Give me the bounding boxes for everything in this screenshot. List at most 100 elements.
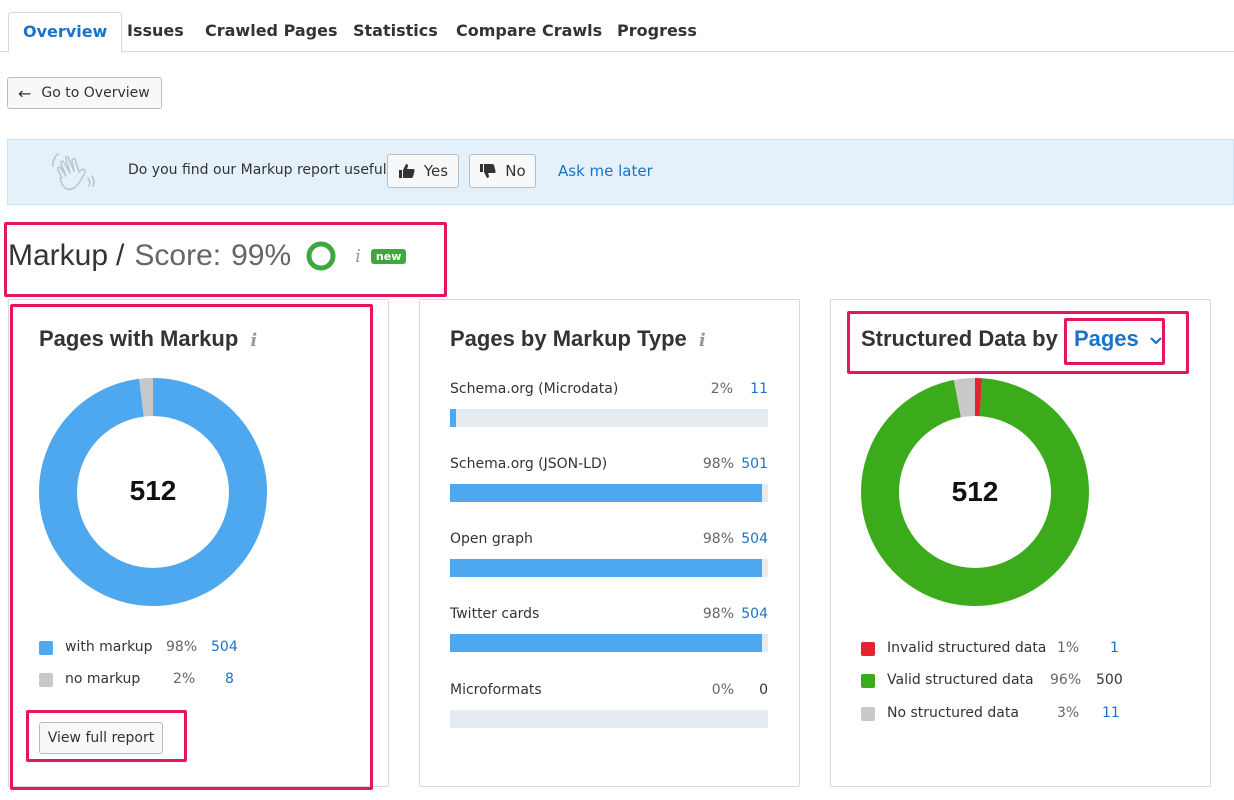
title-separator: / [116,239,125,272]
score-ring-icon [306,241,336,271]
legend-label: with markup [65,639,153,655]
legend-label: Valid structured data [887,672,1034,688]
pages-card-highlight [10,304,373,790]
bar-fill [450,484,762,502]
legend-pct: 1% [1057,640,1080,656]
legend-pct: 96% [1050,672,1082,688]
legend-no-markup: no markup 2% 8 [39,670,239,690]
bar-fill [450,559,762,577]
legend-count-link[interactable]: 504 [211,639,238,655]
go-to-overview-button[interactable]: ← Go to Overview [7,77,162,109]
markup-title: Markup [8,239,109,272]
tab-statistics[interactable]: Statistics [353,21,438,40]
markup-type-count-link[interactable]: 11 [750,381,768,397]
markup-type-name: Twitter cards [450,606,540,622]
card-title: Structured Data by Pages [861,326,1163,352]
markup-type-pct: 2% [710,381,733,397]
markup-type-pct: 98% [702,531,734,547]
info-icon[interactable]: i [355,245,361,267]
legend-count-link[interactable]: 11 [1102,705,1120,721]
score-highlight [4,222,447,297]
legend-label: no markup [65,671,141,687]
bar-track [450,559,768,577]
red-swatch [861,642,875,656]
markup-type-count-link[interactable]: 504 [741,606,768,622]
tab-compare-crawls[interactable]: Compare Crawls [456,21,603,40]
markup-type-count-link[interactable]: 501 [741,456,768,472]
legend-count-link[interactable]: 8 [225,671,234,687]
view-report-highlight [26,710,187,762]
gray-swatch [861,707,875,721]
pages-by-markup-type-title: Pages by Markup Type [450,326,687,351]
pages-with-markup-title: Pages with Markup [39,326,239,351]
bar-track [450,484,768,502]
structured-title-highlight [847,311,1189,374]
bar-fill [450,634,762,652]
waving-hand-icon [51,153,95,191]
info-icon[interactable]: i [250,330,258,351]
view-full-report-button[interactable]: View full report [39,722,163,754]
markup-type-name: Open graph [450,531,533,547]
legend-pct: 2% [173,671,196,687]
bar-track [450,634,768,652]
new-badge: new [370,248,407,264]
pages-dropdown[interactable]: Pages [1074,326,1163,351]
no-label: No [505,162,526,180]
structured-total: 512 [951,476,999,507]
legend-label: No structured data [887,705,1019,721]
thumbs-down-icon [480,164,496,178]
legend-count-link[interactable]: 1 [1110,640,1119,656]
gray-swatch [39,673,53,687]
pages-dropdown-highlight [1064,318,1165,365]
markup-type-name: Schema.org (Microdata) [450,381,619,397]
legend-pct: 98% [166,639,198,655]
pages-total: 512 [129,475,177,506]
card-title: Pages by Markup Type i [450,326,706,352]
bar-track [450,710,768,728]
yes-button[interactable]: Yes [387,154,459,188]
ask-me-later-link[interactable]: Ask me later [558,162,653,180]
tab-crawled-pages[interactable]: Crawled Pages [205,21,338,40]
feedback-question: Do you find our Markup report useful? [128,162,395,178]
tab-overview[interactable]: Overview [8,12,123,53]
feedback-banner: Do you find our Markup report useful? Ye… [7,139,1234,205]
page-title: Markup / Score: 99% i new [8,236,407,276]
legend-label: Invalid structured data [887,640,1047,656]
structured-data-card: Structured Data by Pages 512 Invalid str… [830,299,1211,787]
markup-type-name: Schema.org (JSON-LD) [450,456,608,472]
legend-valid: Valid structured data 96% 500 [861,671,1131,691]
score-value: 99% [231,239,292,272]
thumbs-up-icon [398,164,415,178]
no-button[interactable]: No [469,154,536,188]
markup-type-count: 0 [759,682,768,698]
markup-type-count-link[interactable]: 504 [741,531,768,547]
markup-type-name: Microformats [450,682,542,698]
card-title: Pages with Markup i [39,326,257,352]
blue-swatch [39,641,53,655]
bar-track [450,409,768,427]
tab-bar: Overview Issues Crawled Pages Statistics… [0,0,1234,53]
legend-count: 500 [1096,672,1123,688]
legend-invalid: Invalid structured data 1% 1 [861,639,1131,659]
tab-progress[interactable]: Progress [617,21,697,40]
tab-issues[interactable]: Issues [127,21,184,40]
structured-data-title: Structured Data by [861,326,1058,351]
legend-pct: 3% [1057,705,1080,721]
info-icon[interactable]: i [698,330,706,351]
yes-label: Yes [423,162,449,180]
go-to-overview-label: Go to Overview [41,85,150,101]
markup-type-pct: 0% [711,682,734,698]
markup-type-pct: 98% [702,606,734,622]
pages-by-markup-type-card: Pages by Markup Type i Schema.org (Micro… [419,299,800,787]
legend-with-markup: with markup 98% 504 [39,638,239,658]
legend-none: No structured data 3% 11 [861,704,1131,724]
markup-type-pct: 98% [702,456,734,472]
score-label: Score: [134,239,222,272]
pages-with-markup-donut [39,378,267,606]
bar-fill [450,409,457,427]
pages-with-markup-card: Pages with Markup i 512 with markup 98% … [8,299,389,787]
green-swatch [861,674,875,688]
arrow-left-icon: ← [18,83,32,103]
chevron-down-icon [1150,337,1162,345]
structured-data-donut [861,378,1089,606]
